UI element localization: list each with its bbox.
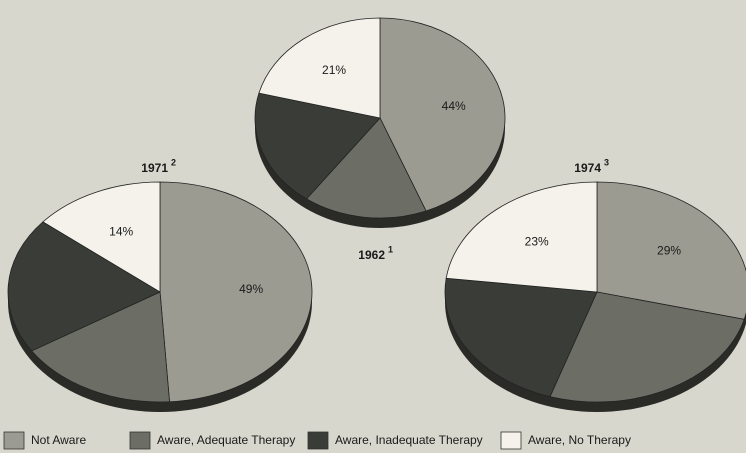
chart-title: 1962 bbox=[358, 248, 385, 262]
pie-slice bbox=[42, 181, 161, 293]
pie-slice bbox=[444, 277, 598, 398]
pie-slice bbox=[549, 291, 745, 403]
pie-slice bbox=[258, 17, 381, 119]
legend-swatch bbox=[500, 431, 522, 450]
footnote-mark: 1 bbox=[388, 244, 393, 254]
slice-label: 14% bbox=[109, 224, 133, 238]
footnote-mark: 3 bbox=[604, 157, 609, 167]
pie-slice bbox=[305, 117, 427, 219]
legend-swatch bbox=[307, 431, 329, 450]
slice-label: 23% bbox=[525, 235, 549, 249]
pie-slice bbox=[254, 92, 381, 200]
chart-title: 1971 bbox=[141, 161, 168, 175]
legend-label: Not Aware bbox=[31, 433, 86, 447]
pie-slice bbox=[7, 221, 161, 352]
pie-slice bbox=[31, 291, 170, 403]
pie-slice bbox=[445, 181, 598, 293]
footnote-mark: 2 bbox=[171, 157, 176, 167]
slice-label: 21% bbox=[322, 63, 346, 77]
chart-title: 1974 bbox=[574, 161, 601, 175]
slice-label: 49% bbox=[239, 282, 263, 296]
pie-slice bbox=[379, 17, 506, 212]
slice-label: 29% bbox=[657, 244, 681, 258]
pie-slice bbox=[596, 181, 746, 320]
legend-label: Aware, Inadequate Therapy bbox=[335, 433, 483, 447]
slice-label: 44% bbox=[442, 99, 466, 113]
legend-label: Aware, No Therapy bbox=[528, 433, 631, 447]
legend-swatch bbox=[129, 431, 151, 450]
legend-label: Aware, Adequate Therapy bbox=[157, 433, 295, 447]
legend-swatch bbox=[3, 431, 25, 450]
pie-slice bbox=[159, 181, 313, 403]
